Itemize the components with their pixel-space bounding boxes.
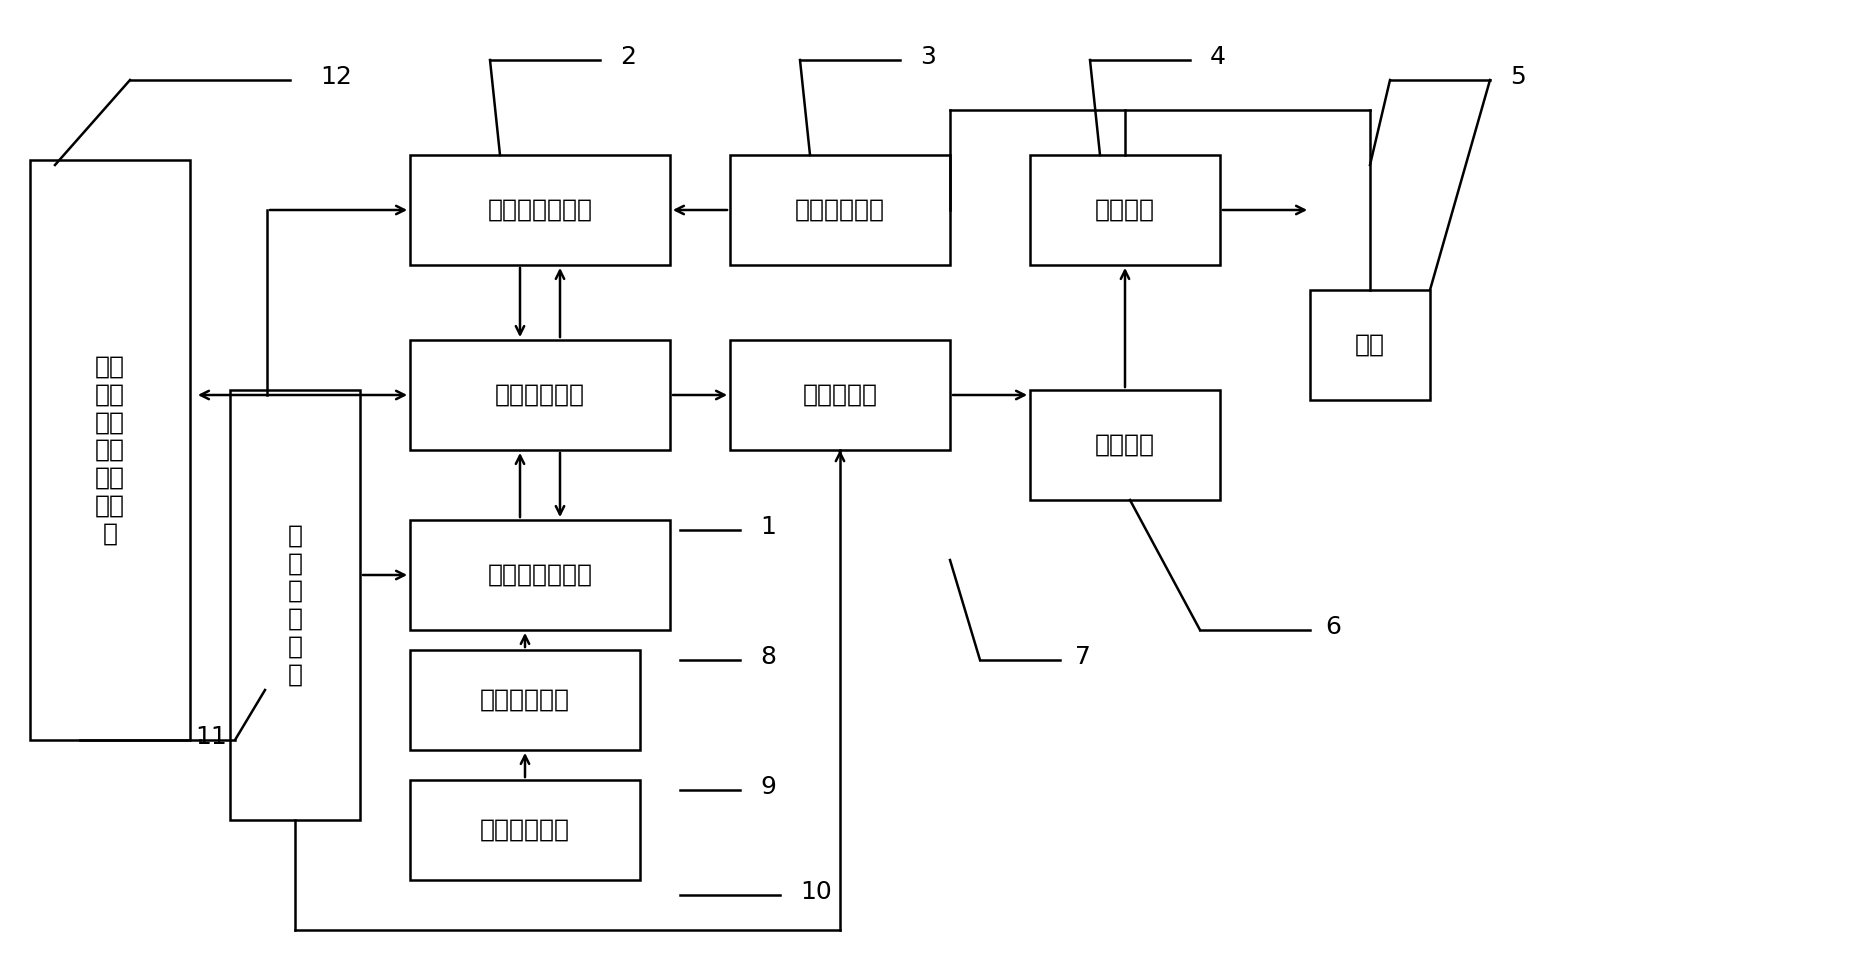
Text: 3: 3 <box>919 45 936 69</box>
Bar <box>1030 155 1219 265</box>
Text: 2: 2 <box>620 45 636 69</box>
Bar <box>411 650 640 750</box>
Text: 9: 9 <box>760 775 775 799</box>
Bar <box>411 780 640 880</box>
Bar <box>411 340 670 450</box>
Text: 12: 12 <box>320 65 352 89</box>
Text: 10: 10 <box>799 880 833 904</box>
Text: 1: 1 <box>760 515 775 539</box>
Text: 第二模数转换器: 第二模数转换器 <box>488 563 592 587</box>
Text: 热电偶传感器: 热电偶传感器 <box>479 818 570 842</box>
Text: 电源模块: 电源模块 <box>1095 433 1154 457</box>
Bar <box>731 340 951 450</box>
Bar <box>411 155 670 265</box>
Bar <box>1030 390 1219 500</box>
Text: 6: 6 <box>1325 615 1341 639</box>
Text: 5: 5 <box>1510 65 1526 89</box>
Text: 液晶
显示
输出
及键
盘输
入电
路: 液晶 显示 输出 及键 盘输 入电 路 <box>94 355 126 546</box>
Text: 7: 7 <box>1075 645 1092 669</box>
Text: 4: 4 <box>1210 45 1227 69</box>
Bar <box>30 160 191 740</box>
Text: 参
考
电
压
模
块: 参 考 电 压 模 块 <box>287 524 303 686</box>
Bar <box>411 520 670 630</box>
Text: 中央处理电路: 中央处理电路 <box>496 383 585 407</box>
Text: 数模转换器: 数模转换器 <box>803 383 877 407</box>
Text: 第二放大电路: 第二放大电路 <box>479 688 570 712</box>
Text: 第一放大电路: 第一放大电路 <box>796 198 884 222</box>
Bar <box>229 390 361 820</box>
Bar <box>1310 290 1430 400</box>
Text: 功率模块: 功率模块 <box>1095 198 1154 222</box>
Bar <box>731 155 951 265</box>
Text: 第一模数转换器: 第一模数转换器 <box>488 198 592 222</box>
Text: 8: 8 <box>760 645 775 669</box>
Text: 11: 11 <box>194 725 228 749</box>
Text: 弓丝: 弓丝 <box>1354 333 1386 357</box>
